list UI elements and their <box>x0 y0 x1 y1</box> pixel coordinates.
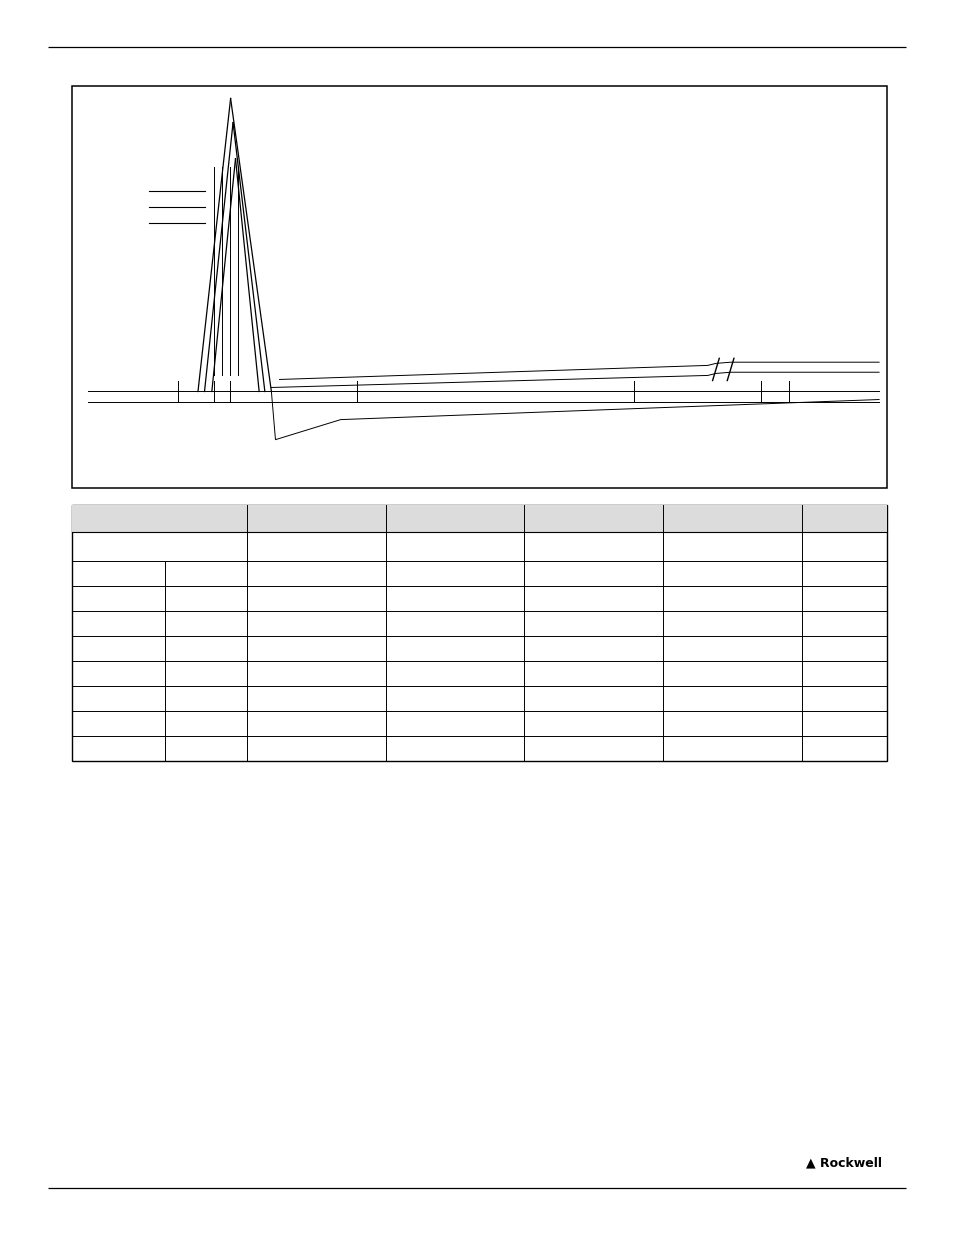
Text: ▲ Rockwell: ▲ Rockwell <box>805 1157 882 1170</box>
Bar <box>71 86 886 488</box>
Bar <box>71 505 886 761</box>
Bar <box>71 505 886 532</box>
